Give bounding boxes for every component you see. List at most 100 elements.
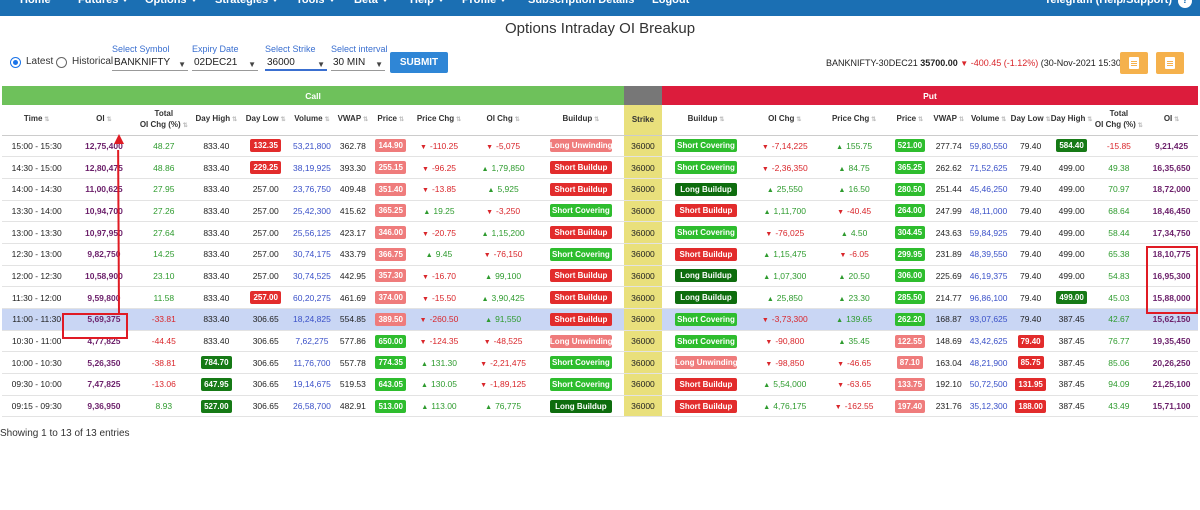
call-day-low-cell: 257.00 — [241, 286, 290, 309]
put-day-high-cell-value: 499.00 — [1058, 227, 1085, 238]
col-header-mid-strike[interactable]: Strike — [624, 105, 662, 136]
call-vwap-cell-value: 442.95 — [339, 270, 366, 281]
nav-item-futures[interactable]: Futures — [78, 0, 129, 6]
put-price-chg-cell: 35.45 — [819, 330, 889, 353]
symbol-select[interactable]: BANKNIFTY ▼ — [112, 55, 188, 71]
strike-cell-value: 36000 — [631, 205, 655, 216]
call-buildup-cell-value: Short Buildup — [549, 161, 612, 175]
nav-item-logout[interactable]: Logout — [652, 0, 689, 6]
put-day-low-cell: 131.95 — [1010, 373, 1051, 396]
col-header-call-buildup[interactable]: Buildup ⇅ — [537, 105, 625, 136]
nav-item-profile[interactable]: Profile — [462, 0, 507, 6]
call-price-cell-value: 144.90 — [375, 139, 406, 153]
nav-item-subscription-details[interactable]: Subscription Details — [528, 0, 634, 6]
nav-item-strategies[interactable]: Strategies — [215, 0, 279, 6]
latest-radio[interactable] — [10, 57, 21, 68]
strike-cell: 36000 — [624, 243, 662, 266]
col-header-put-volume[interactable]: Volume ⇅ — [966, 105, 1011, 136]
col-header-put-buildup[interactable]: Buildup ⇅ — [661, 105, 751, 136]
call-volume-cell: 7,62,275 — [289, 330, 334, 353]
col-header-put-day-low[interactable]: Day Low ⇅ — [1010, 105, 1051, 136]
call-vwap-cell: 442.95 — [333, 265, 372, 288]
put-oi-chg-cell: -7,14,225 — [750, 135, 820, 158]
expiry-select[interactable]: 02DEC21 ▼ — [192, 55, 258, 71]
call-oi-cell: 10,97,950 — [71, 221, 137, 244]
col-header-put-vwap[interactable]: VWAP ⇅ — [930, 105, 967, 136]
put-oi-cell: 16,35,650 — [1145, 156, 1198, 179]
chevron-down-icon: ▼ — [178, 60, 186, 69]
header-text: Day Low — [1010, 114, 1044, 124]
help-icon[interactable]: ? — [1178, 0, 1192, 8]
call-oi-cell-value: 5,26,350 — [87, 357, 121, 368]
col-header-call-day-low[interactable]: Day Low ⇅ — [241, 105, 290, 136]
nav-item-telegram[interactable]: Telegram (Help/Support) — [1044, 0, 1172, 6]
col-header-call-time[interactable]: Time ⇅ — [2, 105, 72, 136]
col-header-call-total[interactable]: Total OI Chg (%) ⇅ — [136, 105, 192, 136]
col-header-call-oi-chg[interactable]: OI Chg ⇅ — [468, 105, 538, 136]
strike-select[interactable]: 36000 ▼ — [265, 55, 327, 71]
export-pdf-button[interactable] — [1120, 52, 1148, 74]
call-price-cell: 513.00 — [371, 395, 410, 418]
table-row: 11:00 - 11:30 5,69,375 -33.81 833.40 306.65 1… — [2, 308, 1198, 331]
call-oi-cell-value: 10,58,900 — [85, 270, 123, 281]
put-day-high-cell: 387.45 — [1050, 308, 1093, 331]
put-total-oi-chg-cell: 43.49 — [1092, 395, 1146, 418]
put-day-high-cell: 499.00 — [1050, 286, 1093, 309]
col-header-put-price-chg[interactable]: Price Chg ⇅ — [819, 105, 889, 136]
filter-controls: Latest Historical Select Symbol BANKNIFT… — [8, 44, 1192, 78]
call-volume-cell: 25,56,125 — [289, 221, 334, 244]
call-vwap-cell-value: 409.48 — [339, 184, 366, 195]
put-volume-cell: 59,84,925 — [966, 221, 1011, 244]
put-vwap-cell: 168.87 — [930, 308, 967, 331]
call-day-high-cell-value: 833.40 — [203, 140, 230, 151]
nav-item-tools[interactable]: Tools — [296, 0, 335, 6]
col-header-call-vwap[interactable]: VWAP ⇅ — [333, 105, 372, 136]
call-oi-cell: 7,47,825 — [71, 373, 137, 396]
put-vwap-cell: 192.10 — [930, 373, 967, 396]
nav-item-beta[interactable]: Beta — [354, 0, 388, 6]
call-price-cell: 255.15 — [371, 156, 410, 179]
export-excel-button[interactable] — [1156, 52, 1184, 74]
col-header-put-day-high[interactable]: Day High ⇅ — [1050, 105, 1093, 136]
put-volume-cell: 48,39,550 — [966, 243, 1011, 266]
put-oi-cell: 20,26,250 — [1145, 351, 1198, 375]
nav-item-options[interactable]: Options — [145, 0, 197, 6]
col-header-put-price[interactable]: Price ⇅ — [888, 105, 931, 136]
put-oi-chg-cell: 25,850 — [750, 286, 820, 309]
submit-button[interactable]: SUBMIT — [390, 52, 448, 73]
put-buildup-cell: Short Covering — [661, 330, 751, 353]
col-header-put-oi[interactable]: OI ⇅ — [1145, 105, 1198, 136]
strike-cell: 36000 — [624, 200, 662, 223]
call-volume-cell-value: 25,42,300 — [293, 205, 331, 216]
col-header-call-volume[interactable]: Volume ⇅ — [289, 105, 334, 136]
call-total-oi-chg-cell-value: 14.25 — [153, 249, 175, 260]
time-cell: 10:30 - 11:00 — [2, 330, 72, 353]
strike-cell: 36000 — [624, 373, 662, 396]
put-total-oi-chg-cell: 70.97 — [1092, 178, 1146, 201]
call-vwap-cell: 461.69 — [333, 286, 372, 309]
put-day-high-cell: 584.40 — [1050, 135, 1093, 158]
col-header-put-oi-chg[interactable]: OI Chg ⇅ — [750, 105, 820, 136]
col-header-call-price-chg[interactable]: Price Chg ⇅ — [409, 105, 469, 136]
sort-icon: ⇅ — [1087, 117, 1093, 124]
col-header-call-price[interactable]: Price ⇅ — [371, 105, 410, 136]
nav-item-help[interactable]: Help — [410, 0, 444, 6]
call-volume-cell-value: 26,58,700 — [293, 401, 331, 412]
nav-item-label: Logout — [652, 0, 690, 6]
call-day-high-cell: 833.40 — [191, 286, 242, 309]
col-header-call-day-high[interactable]: Day High ⇅ — [191, 105, 242, 136]
call-buildup-cell-value: Short Buildup — [549, 312, 612, 326]
interval-select[interactable]: 30 MIN ▼ — [331, 55, 385, 71]
col-header-call-oi[interactable]: OI ⇅ — [71, 105, 137, 136]
historical-radio[interactable] — [56, 57, 67, 68]
put-oi-cell-value: 16,95,300 — [1152, 270, 1191, 281]
col-header-put-total[interactable]: Total OI Chg (%) ⇅ — [1092, 105, 1146, 136]
call-day-high-cell-value: 833.40 — [203, 184, 230, 195]
nav-item-label: Tools — [296, 0, 325, 6]
put-price-chg-cell-value: 35.45 — [839, 336, 870, 346]
call-volume-cell-value: 18,24,825 — [293, 314, 331, 325]
put-total-oi-chg-cell: 49.38 — [1092, 156, 1146, 179]
nav-item-home[interactable]: Home — [20, 0, 51, 6]
put-total-oi-chg-cell: 58.44 — [1092, 221, 1146, 244]
sort-icon: ⇅ — [871, 117, 877, 124]
